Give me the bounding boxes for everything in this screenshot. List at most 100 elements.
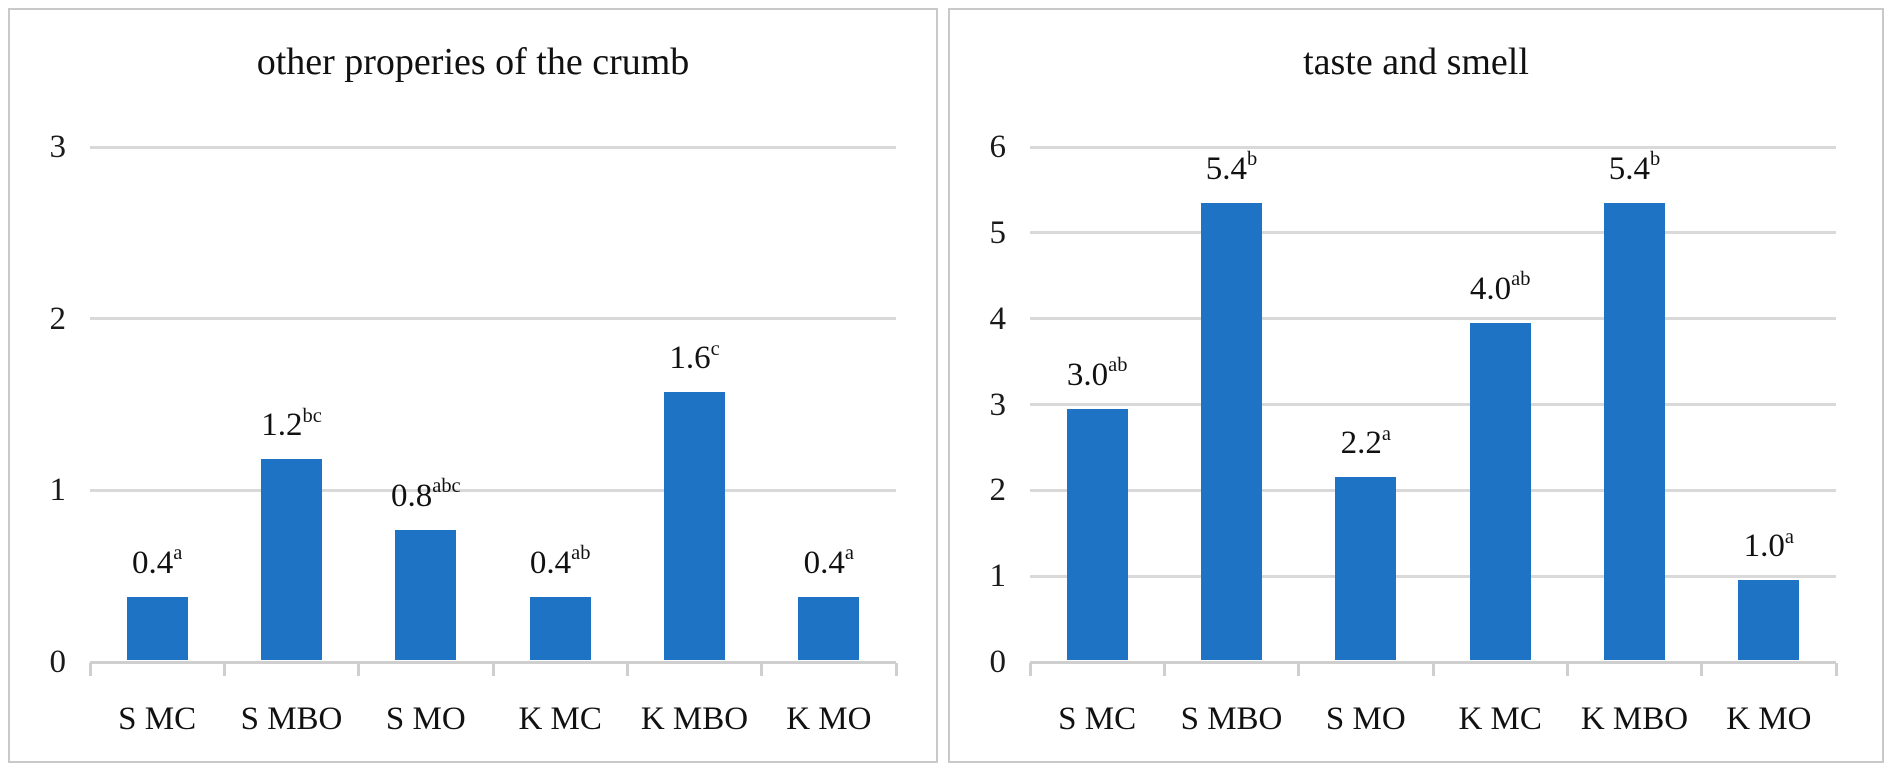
bar-s-mc bbox=[126, 596, 188, 661]
x-axis-tick-mark bbox=[1431, 663, 1435, 676]
data-label-significance-letters: abc bbox=[432, 475, 461, 498]
data-label-value: 0.8 bbox=[391, 477, 433, 514]
x-category-label: K MO bbox=[786, 701, 872, 737]
data-label-significance-letters: b bbox=[1247, 148, 1258, 171]
x-axis-tick-mark bbox=[1565, 663, 1569, 676]
x-axis-line bbox=[90, 660, 896, 664]
y-axis-tick-label: 4 bbox=[989, 300, 1007, 337]
y-axis-tick-label: 0 bbox=[989, 644, 1007, 680]
gridline bbox=[1030, 145, 1836, 149]
data-label-significance-letters: ab bbox=[571, 542, 591, 565]
x-axis-tick-mark bbox=[625, 663, 629, 676]
x-category-label: S MO bbox=[385, 701, 466, 737]
bar-k-mo bbox=[1738, 580, 1800, 661]
y-axis-tick-label: 2 bbox=[989, 472, 1007, 509]
data-label: 1.2bc bbox=[192, 404, 392, 444]
data-label: 1.6c bbox=[595, 337, 795, 377]
data-label-significance-letters: ab bbox=[1511, 268, 1531, 291]
data-label: 3.0ab bbox=[997, 354, 1197, 393]
bar-s-mo bbox=[1335, 477, 1397, 661]
x-axis-tick-mark bbox=[894, 663, 898, 676]
data-label-value: 1.2 bbox=[261, 407, 303, 444]
data-label-value: 0.4 bbox=[131, 544, 174, 581]
data-label: 0.4a bbox=[57, 542, 257, 581]
data-label-value: 4.0 bbox=[1469, 270, 1512, 307]
data-label-value: 0.4 bbox=[529, 544, 572, 581]
data-label-significance-letters: ab bbox=[1108, 354, 1128, 377]
data-label-value: 5.4 bbox=[1205, 150, 1248, 187]
bar-k-mbo bbox=[1604, 202, 1665, 661]
x-category-label: K MC bbox=[518, 701, 602, 737]
gridline bbox=[90, 317, 896, 321]
y-axis-tick-label: 2 bbox=[49, 300, 67, 337]
data-label-value: 2.2 bbox=[1340, 425, 1382, 462]
x-category-label: S MBO bbox=[240, 701, 343, 737]
x-axis-tick-mark bbox=[1834, 663, 1838, 676]
y-axis-tick-label: 1 bbox=[49, 472, 67, 509]
x-category-label: K MC bbox=[1458, 701, 1542, 737]
x-category-label: K MO bbox=[1726, 701, 1812, 737]
data-label-value: 3.0 bbox=[1066, 356, 1109, 393]
bar-k-mc bbox=[529, 596, 591, 661]
bar-k-mbo bbox=[664, 392, 725, 661]
y-axis-tick-label: 1 bbox=[989, 558, 1007, 595]
x-axis-tick-mark bbox=[1162, 663, 1166, 676]
data-label-significance-letters: a bbox=[1381, 422, 1391, 445]
chart-panel-crumb-properties: other properies of the crumb 0 1 2 3 0.4a S M… bbox=[8, 8, 938, 763]
x-axis-tick-mark bbox=[357, 663, 361, 676]
plot-area: 0 1 2 3 4 5 6 3.0ab S MC 5.4b S MBO 2.2a S MO 4.0ab K … bbox=[950, 10, 1882, 761]
plot-area: 0 1 2 3 0.4a S MC 1.2bc S MBO 0.8abc S MO 0.4ab K M… bbox=[10, 10, 936, 761]
bar-s-mo bbox=[395, 529, 457, 661]
data-label-significance-letters: a bbox=[173, 542, 183, 565]
data-label-value: 1.6 bbox=[669, 340, 711, 377]
x-axis-tick-mark bbox=[1028, 663, 1032, 676]
data-label-significance-letters: b bbox=[1650, 148, 1661, 171]
x-axis-tick-mark bbox=[222, 663, 226, 676]
x-category-label: K MBO bbox=[640, 701, 749, 737]
gridline bbox=[90, 145, 896, 149]
data-label-value: 5.4 bbox=[1608, 150, 1651, 187]
data-label-significance-letters: c bbox=[710, 337, 720, 360]
y-axis-tick-label: 3 bbox=[49, 129, 67, 165]
data-label: 0.8abc bbox=[326, 475, 526, 514]
x-axis-tick-mark bbox=[491, 663, 495, 676]
bar-s-mbo bbox=[1201, 202, 1262, 661]
data-label-value: 1.0 bbox=[1743, 528, 1785, 565]
x-axis-tick-mark bbox=[760, 663, 764, 676]
data-label-value: 0.4 bbox=[803, 544, 845, 581]
y-axis-tick-label: 6 bbox=[989, 129, 1007, 165]
data-label: 5.4b bbox=[1535, 148, 1735, 187]
data-label: 0.4a bbox=[729, 542, 929, 581]
x-category-label: S MC bbox=[118, 701, 197, 737]
bar-k-mc bbox=[1469, 322, 1531, 661]
data-label-significance-letters: a bbox=[1784, 525, 1794, 548]
gridline bbox=[90, 488, 896, 492]
x-category-label: S MC bbox=[1058, 701, 1137, 737]
data-label: 5.4b bbox=[1132, 148, 1332, 187]
x-axis-tick-mark bbox=[88, 663, 92, 676]
data-label: 1.0a bbox=[1669, 525, 1869, 565]
y-axis-tick-label: 0 bbox=[49, 644, 67, 680]
x-category-label: S MO bbox=[1325, 701, 1406, 737]
data-label: 4.0ab bbox=[1400, 268, 1600, 307]
gridline bbox=[1030, 574, 1836, 578]
x-axis-tick-mark bbox=[1700, 663, 1704, 676]
bar-s-mbo bbox=[261, 459, 322, 661]
gridline bbox=[1030, 403, 1836, 406]
x-axis-tick-mark bbox=[1297, 663, 1301, 676]
bar-s-mc bbox=[1066, 408, 1128, 661]
y-axis-tick-label: 3 bbox=[989, 386, 1007, 423]
data-label: 0.4ab bbox=[460, 542, 660, 581]
gridline bbox=[1030, 231, 1836, 235]
chart-title: taste and smell bbox=[1303, 41, 1529, 83]
x-axis-line bbox=[1030, 660, 1836, 664]
data-label: 2.2a bbox=[1266, 422, 1466, 462]
gridline bbox=[1030, 317, 1836, 321]
data-label-significance-letters: a bbox=[844, 542, 854, 565]
y-axis-tick-label: 5 bbox=[989, 214, 1007, 251]
bar-k-mo bbox=[798, 596, 860, 661]
gridline bbox=[1030, 488, 1836, 492]
data-label-significance-letters: bc bbox=[302, 404, 322, 427]
x-category-label: K MBO bbox=[1580, 701, 1689, 737]
